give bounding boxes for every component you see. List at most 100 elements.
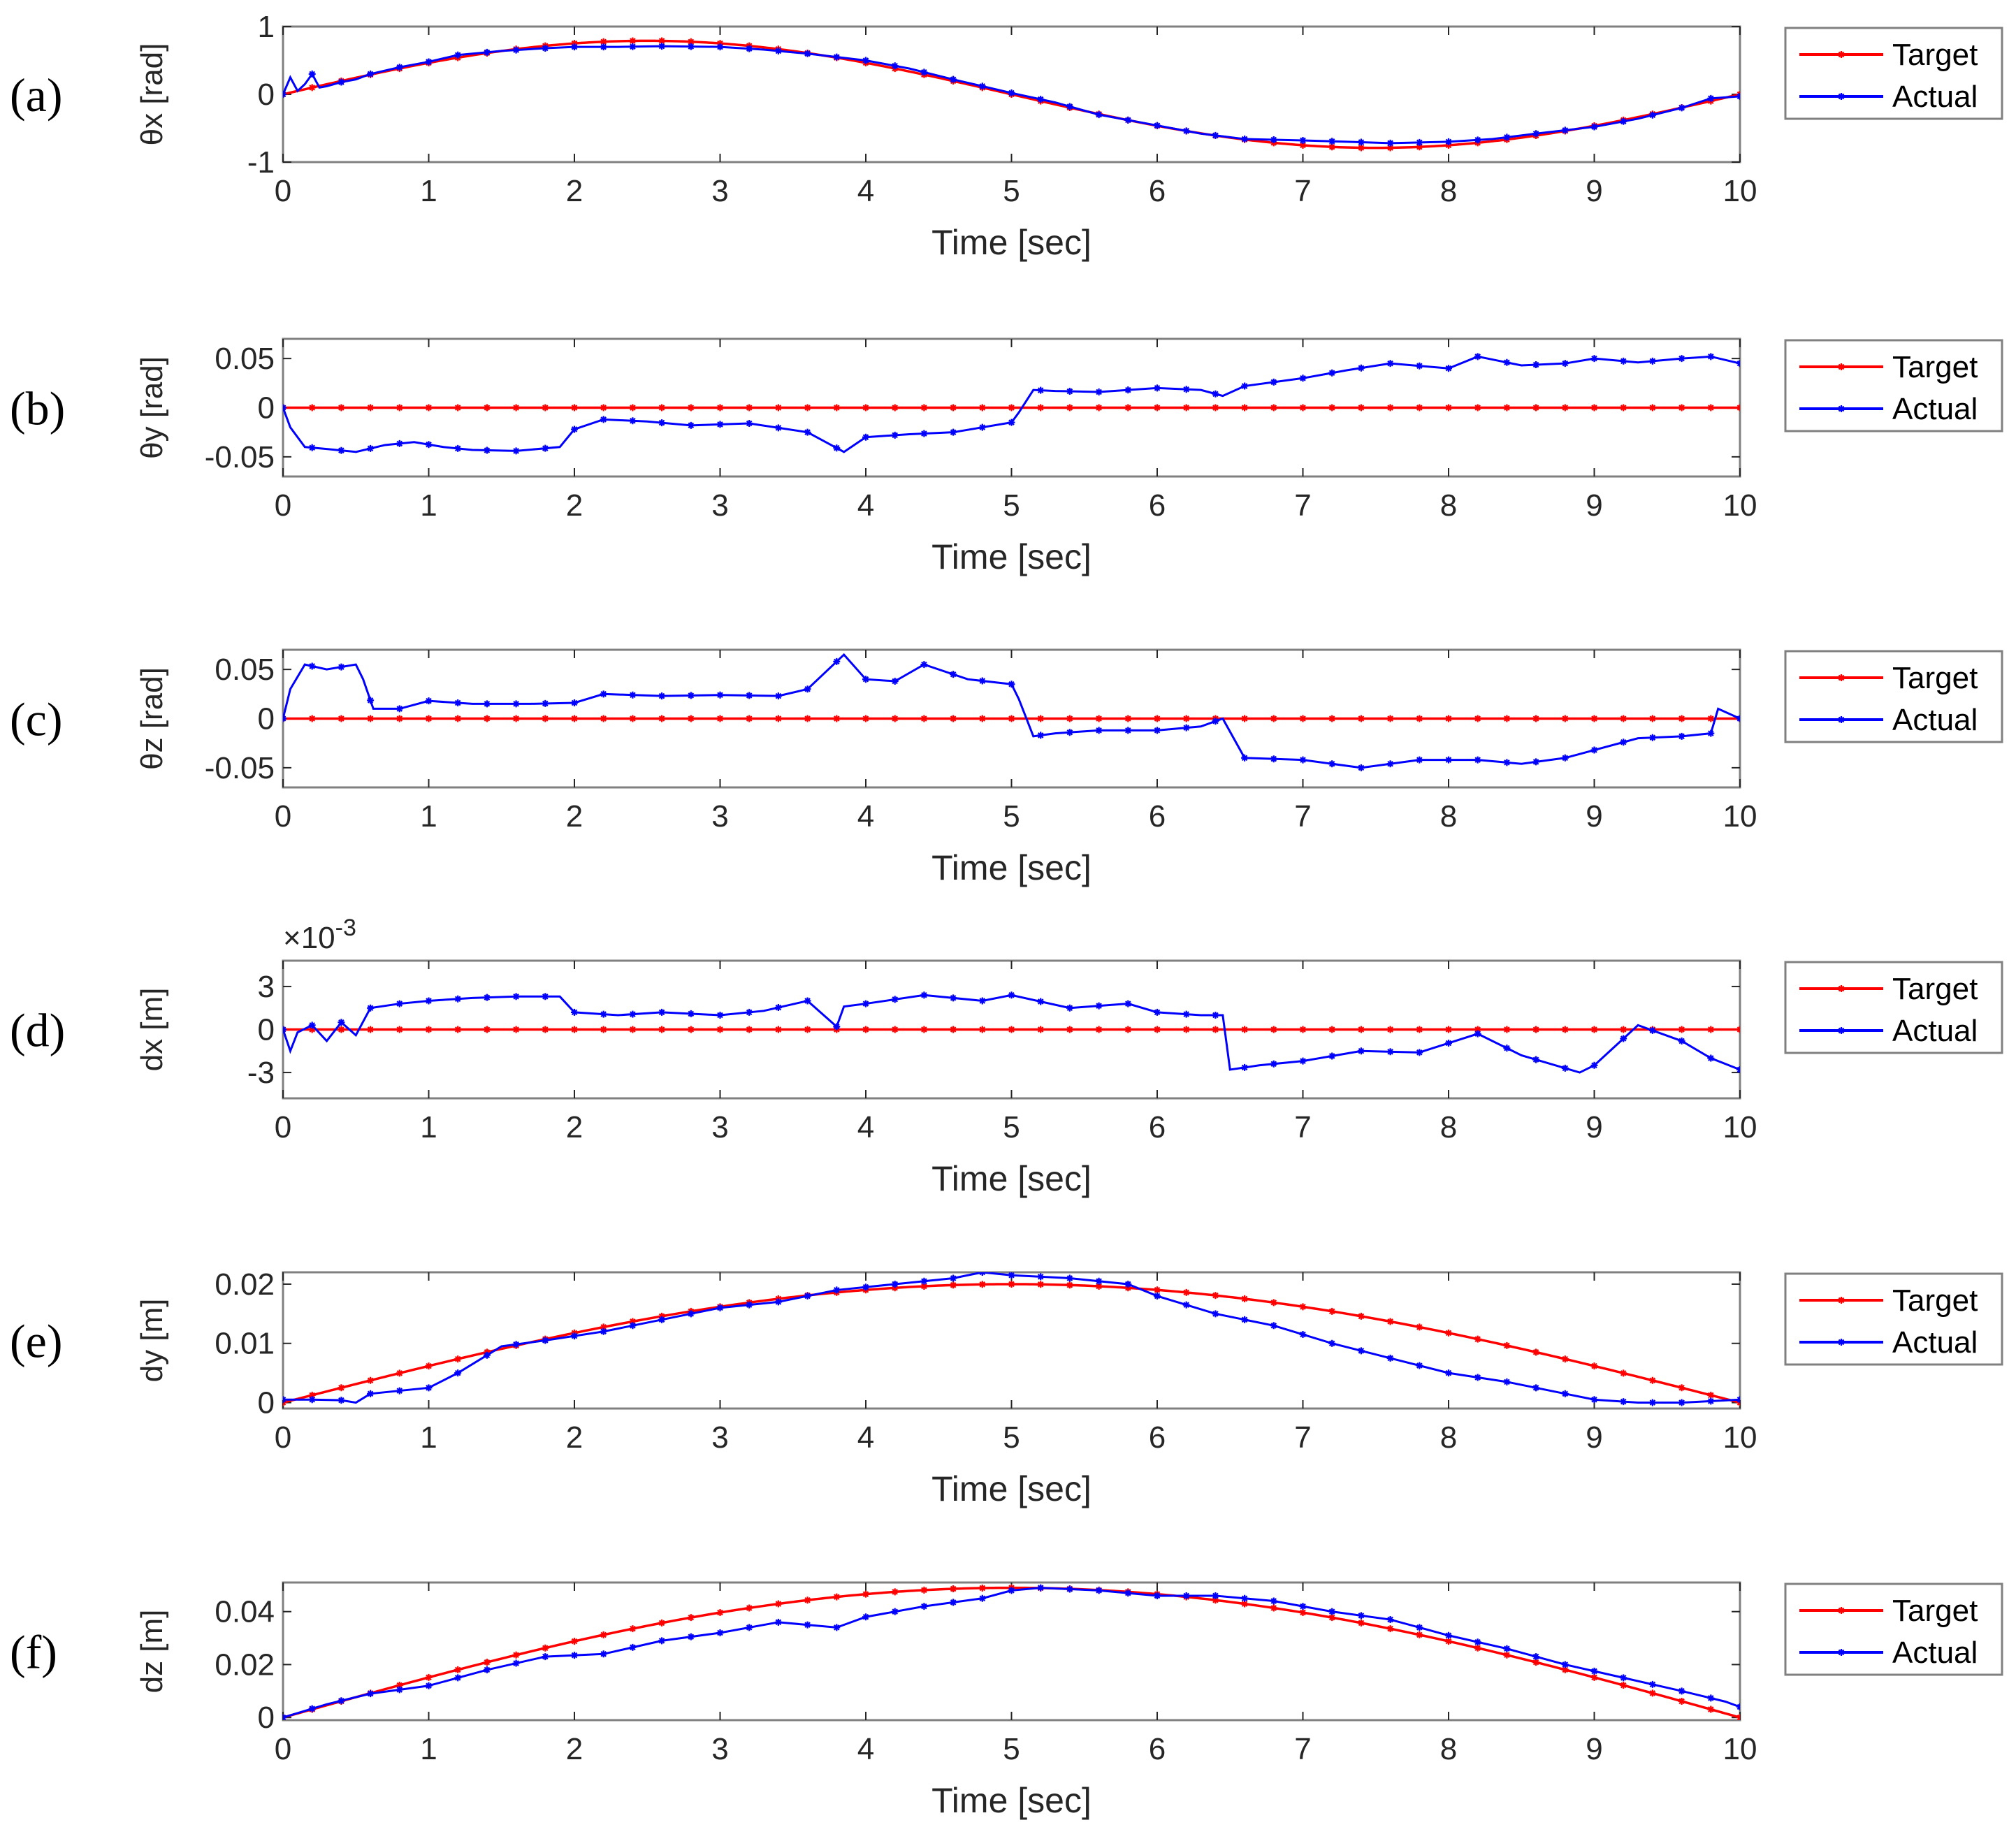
y-tick-label: 0.05 (215, 653, 275, 687)
legend-actual-label: Actual (1892, 1014, 1978, 1048)
x-tick-label: 7 (1294, 174, 1311, 208)
actual-series-point (658, 1316, 666, 1323)
actual-series-point (1270, 1060, 1277, 1068)
target-series-point (716, 1609, 724, 1617)
target-series-point (1182, 1026, 1190, 1033)
panel-label: (c) (10, 693, 62, 746)
target-series-point (1532, 404, 1540, 412)
actual-series-point (483, 1351, 491, 1359)
actual-series-point (1503, 1045, 1511, 1052)
target-series-point (1620, 1369, 1627, 1377)
legend-actual-label: Actual (1892, 703, 1978, 737)
actual-series-point (687, 421, 695, 429)
target-series-point (1590, 404, 1598, 412)
actual-series-point (804, 685, 811, 693)
y-tick-label: 0 (258, 1701, 275, 1735)
target-series-point (629, 1318, 637, 1325)
actual-series-point (1328, 1339, 1336, 1347)
actual-series-point (833, 657, 841, 665)
actual-series-point (1386, 1048, 1394, 1056)
x-tick-label: 4 (857, 1420, 874, 1455)
actual-series-point (687, 1633, 695, 1640)
actual-series-point (1212, 1011, 1219, 1019)
x-tick-label: 3 (711, 174, 728, 208)
actual-series-point (1328, 1608, 1336, 1615)
target-series-point (1066, 1026, 1073, 1033)
actual-series-point (512, 46, 520, 54)
actual-series-point (1095, 1002, 1103, 1010)
target-series-point (571, 404, 578, 412)
target-series-point (746, 1026, 753, 1033)
legend-target-marker (1838, 51, 1845, 58)
x-axis-label: Time [sec] (931, 1159, 1092, 1198)
actual-series-point (658, 1008, 666, 1016)
actual-series-point (1620, 1035, 1627, 1042)
target-series-point (1299, 715, 1307, 722)
plot-area (283, 1584, 1740, 1720)
x-tick-label: 10 (1723, 1732, 1757, 1766)
target-series-point (1182, 404, 1190, 412)
x-tick-label: 0 (275, 174, 291, 208)
target-series-point (1678, 404, 1685, 412)
actual-series-point (1182, 1010, 1190, 1018)
actual-series-point (920, 68, 928, 76)
actual-series-point (1678, 1687, 1685, 1695)
actual-series-point (1416, 1624, 1423, 1631)
actual-series-point (1124, 386, 1132, 394)
legend: Target Actual (1784, 650, 2003, 743)
actual-series-point (512, 447, 520, 455)
actual-series-point (454, 51, 462, 59)
actual-series-point (600, 43, 607, 51)
y-tick-label: -0.05 (205, 440, 275, 474)
actual-series-point (978, 423, 986, 431)
actual-series-point (425, 58, 433, 66)
actual-series-point (483, 994, 491, 1001)
actual-series-point (1008, 1272, 1015, 1279)
legend: Target Actual (1784, 1272, 2003, 1366)
actual-series-point (978, 82, 986, 90)
target-series-point (746, 715, 753, 722)
y-tick-label: 0 (258, 391, 275, 425)
target-series-point (1008, 715, 1015, 722)
target-series-point (862, 404, 869, 412)
target-series-point (1561, 715, 1569, 722)
actual-series-point (1445, 138, 1452, 145)
legend-actual-marker (1838, 1339, 1845, 1346)
target-series-point (1212, 1596, 1219, 1604)
legend-actual-label: Actual (1892, 80, 1978, 114)
actual-series-point (1328, 760, 1336, 768)
x-tick-label: 7 (1294, 1420, 1311, 1455)
target-series-point (1182, 715, 1190, 722)
actual-series-point (1299, 136, 1307, 144)
actual-series-point (1299, 1331, 1307, 1339)
target-series-point (542, 1644, 549, 1652)
x-tick-label: 3 (711, 488, 728, 523)
actual-series-point (658, 692, 666, 700)
actual-series-point (1445, 1369, 1452, 1377)
y-tick-label: -1 (247, 145, 275, 180)
target-series-point (1416, 1631, 1423, 1638)
target-series-point (308, 715, 316, 722)
actual-series-point (1532, 130, 1540, 138)
actual-series-point (1037, 386, 1045, 394)
x-tick-label: 10 (1723, 799, 1757, 834)
target-series-point (600, 1026, 607, 1033)
actual-series-point (308, 662, 316, 670)
legend-box (1784, 1272, 2003, 1366)
target-series-point (1124, 1284, 1132, 1292)
target-series-point (1386, 1026, 1394, 1033)
actual-series-point (862, 1000, 869, 1007)
target-series-point (1095, 404, 1103, 412)
target-series-point (1707, 404, 1715, 412)
x-tick-label: 0 (275, 1420, 291, 1455)
target-series-point (920, 1026, 928, 1033)
actual-series-point (512, 993, 520, 1001)
actual-series-point (1008, 681, 1015, 688)
target-series-point (542, 715, 549, 722)
target-series-point (1212, 1292, 1219, 1300)
plot-area (283, 991, 1740, 1074)
target-series-point (862, 1590, 869, 1598)
target-series-point (978, 715, 986, 722)
